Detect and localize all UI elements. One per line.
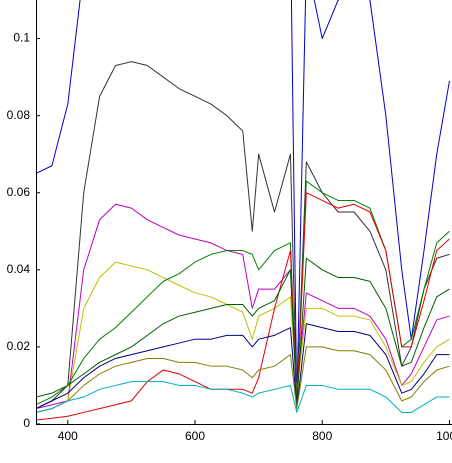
- x-tick-label: 800: [312, 429, 332, 443]
- x-tick-label: 1000: [436, 429, 452, 443]
- spectrum-line: [36, 261, 450, 413]
- spectrum-line: [36, 192, 450, 421]
- y-tick-label: 0.02: [7, 339, 31, 353]
- spectrum-line: [36, 0, 450, 406]
- spectrum-line: [36, 203, 450, 410]
- y-tick-label: 0.06: [7, 185, 31, 199]
- spectrum-line: [36, 346, 450, 413]
- x-tick-label: 600: [185, 429, 205, 443]
- plot-area: [36, 0, 450, 421]
- x-tick-label: 400: [58, 429, 78, 443]
- spectrum-line: [36, 323, 450, 410]
- spectrum-line: [36, 257, 450, 406]
- spectrum-line: [36, 381, 450, 413]
- y-tick-label: 0.08: [7, 108, 31, 122]
- y-tick-label: 0: [23, 416, 30, 430]
- spectrum-line: [36, 180, 450, 406]
- y-tick-label: 0.04: [7, 262, 31, 276]
- spectrum-line: [36, 61, 450, 410]
- y-tick-label: 0.1: [13, 31, 30, 45]
